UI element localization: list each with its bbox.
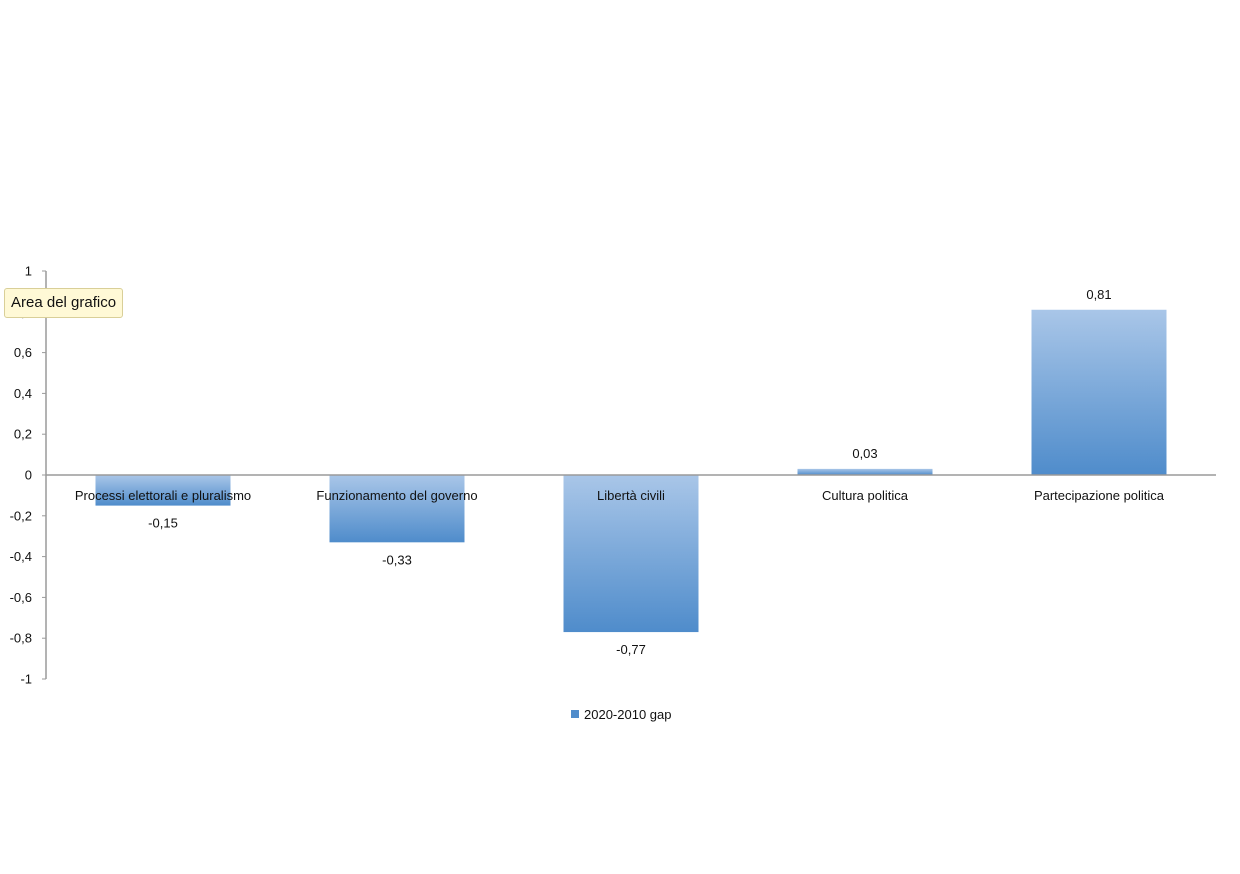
data-label: 0,03 <box>852 446 877 461</box>
bar <box>563 475 699 633</box>
data-label: -0,33 <box>382 552 412 567</box>
y-tick-label: 0 <box>25 468 32 483</box>
y-axis: 10,80,60,40,20-0,2-0,4-0,6-0,8-1 <box>10 264 47 687</box>
y-tick-label: 0,6 <box>14 345 32 360</box>
y-tick-label: -1 <box>20 672 32 687</box>
data-label: 0,81 <box>1086 287 1111 302</box>
data-label: -0,77 <box>616 642 646 657</box>
data-label: -0,15 <box>148 516 178 531</box>
category-label: Libertà civili <box>597 488 665 503</box>
bars <box>95 309 1167 633</box>
category-label: Funzionamento del governo <box>316 488 477 503</box>
legend-label: 2020-2010 gap <box>584 707 671 722</box>
bar <box>1031 309 1167 475</box>
y-tick-label: 1 <box>25 264 32 279</box>
bar <box>797 468 933 475</box>
category-label: Partecipazione politica <box>1034 488 1165 503</box>
y-tick-label: -0,4 <box>10 549 32 564</box>
y-tick-label: 0,4 <box>14 386 32 401</box>
category-label: Processi elettorali e pluralismo <box>75 488 251 503</box>
data-labels: -0,15 -0,33 -0,77 0,03 0,81 <box>148 287 1111 657</box>
category-labels: Processi elettorali e pluralismo Funziona… <box>75 488 1165 503</box>
category-label: Cultura politica <box>822 488 909 503</box>
y-tick-label: 0,2 <box>14 427 32 442</box>
bar <box>329 475 465 543</box>
legend-swatch <box>571 710 579 718</box>
y-tick-label: -0,6 <box>10 590 32 605</box>
legend: 2020-2010 gap <box>571 707 671 722</box>
chart-area-tooltip: Area del grafico <box>4 288 124 318</box>
bar <box>95 475 231 506</box>
y-tick-label: -0,2 <box>10 508 32 523</box>
y-tick-label: -0,8 <box>10 631 32 646</box>
